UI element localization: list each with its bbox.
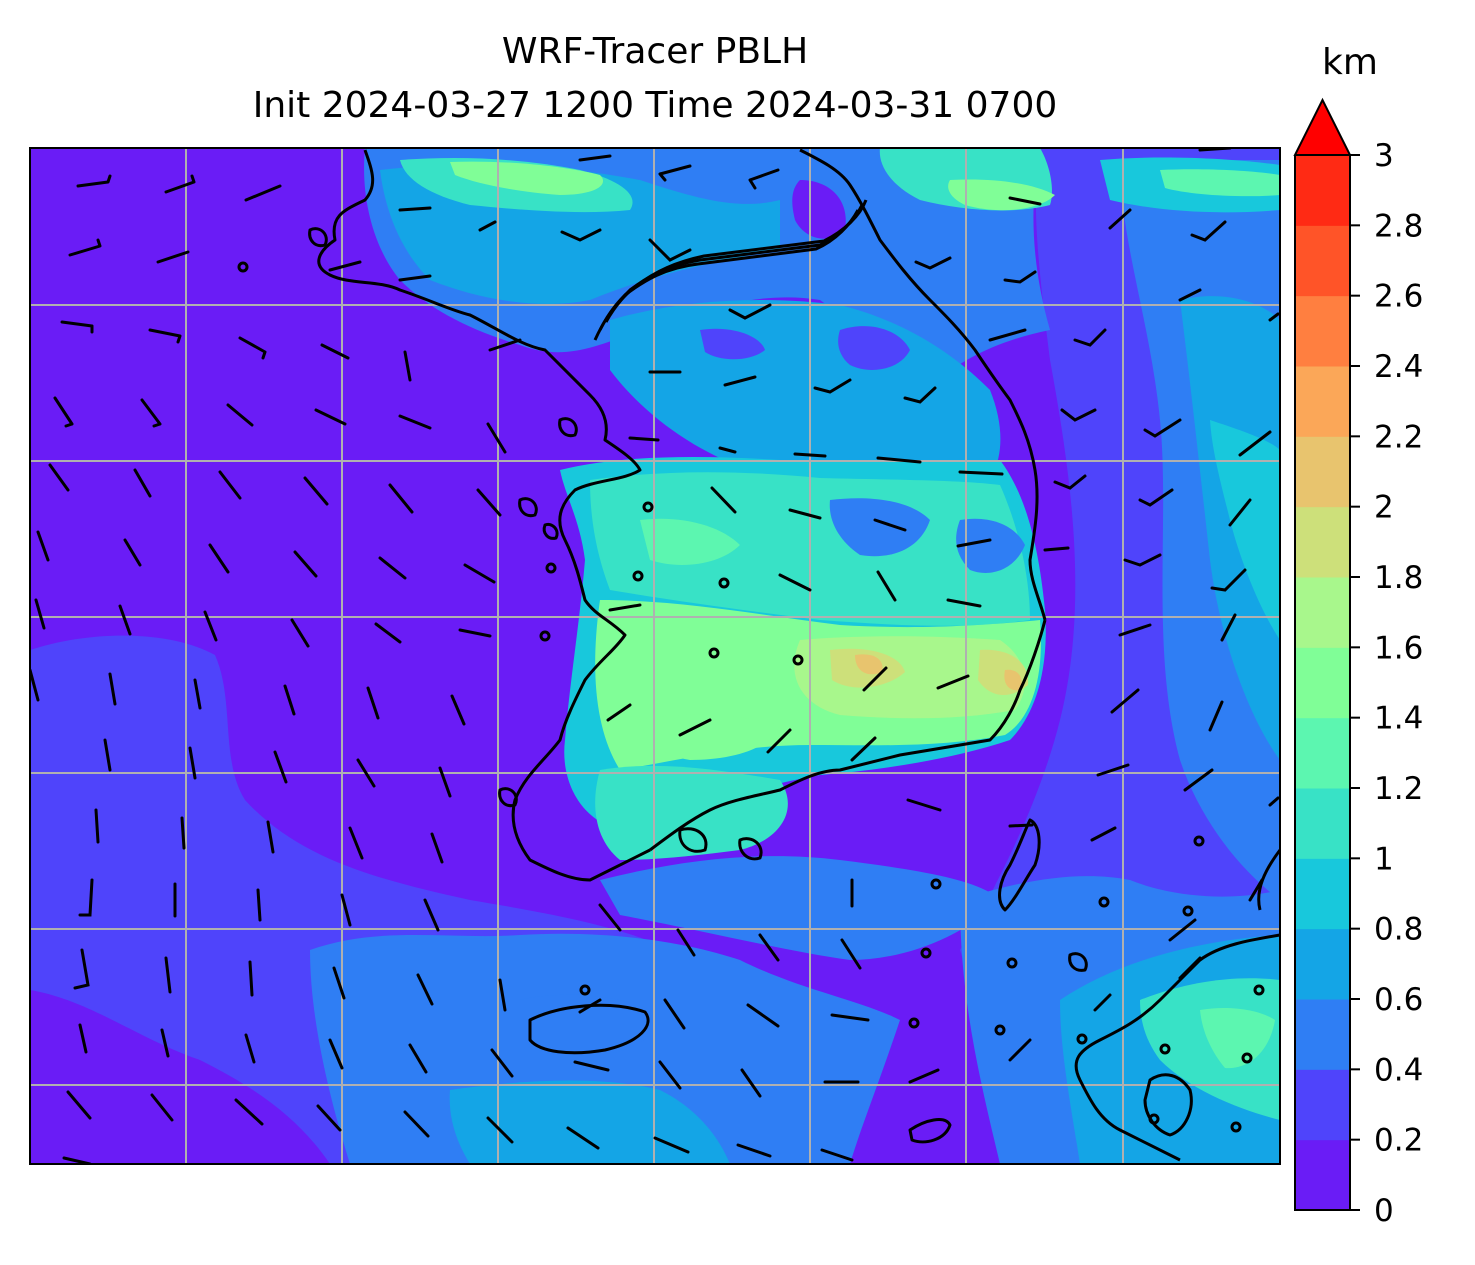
colorbar-tick-label: 1 [1374,841,1394,877]
colorbar-ticks: 0 0.2 0.4 0.6 0.8 1 1.2 1.4 1.6 1.8 2 2.2 2.4 2.6 2.8 3 [1350,138,1423,1229]
colorbar-tick-label: 2.8 [1374,208,1423,244]
colorbar-segment [1295,647,1350,719]
colorbar-unit-label: km [1322,42,1378,83]
calm-markers [237,261,1265,1133]
map-panel [30,148,1280,1164]
colorbar-segment [1295,999,1350,1070]
colorbar [1293,97,1352,1211]
colorbar-segment [1295,295,1350,367]
colorbar-segment [1295,366,1350,437]
colorbar-tick-label: 3 [1374,138,1394,174]
colorbar-frame [1294,155,1351,1211]
colorbar-extend-arrow [1293,97,1352,156]
colorbar-tick-label: 2 [1374,490,1394,526]
colorbar-segment [1295,1139,1350,1211]
colorbar-tick-label: 1.2 [1374,771,1423,807]
coastlines [308,148,1280,1162]
colorbar-segment [1295,788,1350,859]
colorbar-tick-label: 1.4 [1374,701,1423,737]
map-frame [29,147,1281,1165]
colorbar-segment [1295,506,1350,578]
colorbar-segment [1295,928,1350,1000]
colorbar-segment [1295,436,1350,508]
colorbar-tick-label: 0.2 [1374,1123,1423,1159]
colorbar-segment [1295,577,1350,648]
colorbar-tick-label: 0 [1374,1193,1394,1229]
graticule [30,148,1280,1164]
colorbar-tick-label: 0.8 [1374,912,1423,948]
colorbar-segment [1295,858,1350,930]
colorbar-segment [1295,717,1350,789]
colorbar-tick-label: 2.2 [1374,419,1423,455]
colorbar-segment [1295,1069,1350,1141]
chart-title-line1: WRF-Tracer PBLH [501,31,809,72]
colorbar-tick-label: 2.4 [1374,349,1423,385]
pblh-field [30,148,1280,1164]
colorbar-segment [1295,155,1350,226]
colorbar-tick-label: 2.6 [1374,279,1423,315]
chart-title-line2: Init 2024-03-27 1200 Time 2024-03-31 070… [252,85,1058,126]
colorbar-tick-label: 0.6 [1374,982,1423,1018]
colorbar-tick-label: 1.8 [1374,560,1423,596]
colorbar-segment [1295,225,1350,297]
colorbar-tick-label: 1.6 [1374,630,1423,666]
wind-barbs [30,148,1280,1164]
colorbar-tick-label: 0.4 [1374,1052,1423,1088]
